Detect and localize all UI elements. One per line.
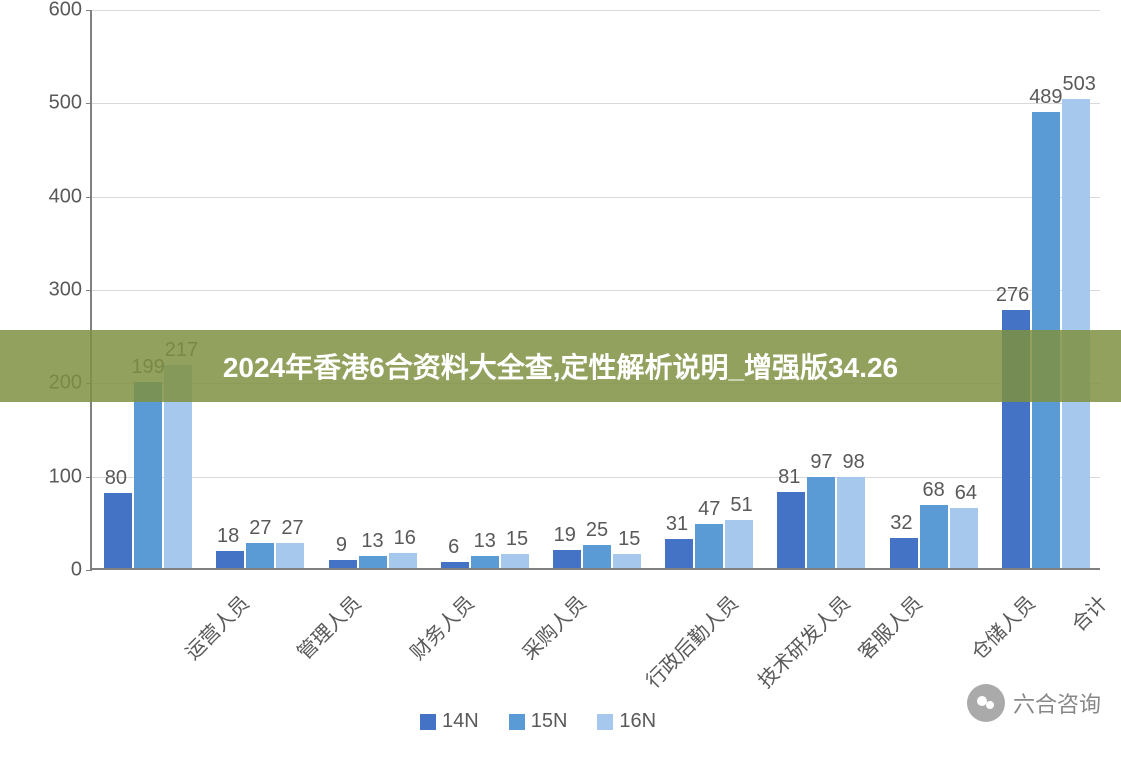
- bar: 199: [134, 382, 162, 568]
- y-tick-label: 400: [49, 185, 82, 208]
- y-tick-mark: [86, 477, 92, 478]
- x-category-label: 技术研发人员: [750, 588, 855, 693]
- gridline: [92, 477, 1100, 478]
- y-tick-mark: [86, 103, 92, 104]
- bar-value-label: 19: [554, 524, 576, 547]
- y-tick-mark: [86, 570, 92, 571]
- plot-area: 8019921718272791316613151925153147518197…: [90, 10, 1100, 570]
- x-category-label: 采购人员: [514, 588, 591, 665]
- bar: 9: [329, 560, 357, 568]
- bar: 81: [777, 492, 805, 568]
- bar-value-label: 80: [105, 467, 127, 490]
- bar-value-label: 6: [448, 536, 459, 559]
- gridline: [92, 10, 1100, 11]
- bar-value-label: 64: [955, 482, 977, 505]
- y-tick-label: 0: [71, 559, 82, 582]
- bar: 27: [276, 543, 304, 568]
- bar: 16: [389, 553, 417, 568]
- bar: 51: [725, 520, 753, 568]
- bar: 64: [950, 508, 978, 568]
- bar-value-label: 276: [996, 284, 1029, 307]
- bar-value-label: 98: [843, 451, 865, 474]
- legend-swatch: [597, 714, 613, 730]
- legend-item: 15N: [509, 710, 568, 733]
- bar-value-label: 68: [923, 479, 945, 502]
- overlay-text: 2024年香港6合资料大全查,定性解析说明_增强版34.26: [223, 346, 898, 386]
- legend-swatch: [420, 714, 436, 730]
- gridline: [92, 103, 1100, 104]
- bar-group: 326864: [890, 505, 978, 568]
- bar: 6: [441, 562, 469, 568]
- y-axis: 0100200300400500600: [40, 10, 90, 570]
- bar: 13: [359, 556, 387, 568]
- bar: 80: [104, 493, 132, 568]
- bar-value-label: 16: [394, 527, 416, 550]
- bar-value-label: 81: [778, 466, 800, 489]
- legend: 14N 15N 16N: [420, 710, 656, 733]
- bar-value-label: 27: [249, 517, 271, 540]
- bar-value-label: 51: [730, 494, 752, 517]
- bar: 15: [613, 554, 641, 568]
- bar: 18: [216, 551, 244, 568]
- watermark: 六合咨询: [967, 684, 1101, 722]
- y-tick-mark: [86, 290, 92, 291]
- legend-item: 16N: [597, 710, 656, 733]
- bar: 25: [583, 545, 611, 568]
- bar-value-label: 13: [474, 530, 496, 553]
- bar: 19: [553, 550, 581, 568]
- legend-label: 14N: [442, 710, 479, 733]
- bar-value-label: 47: [698, 498, 720, 521]
- bar-group: 91316: [329, 553, 417, 568]
- legend-label: 15N: [531, 710, 568, 733]
- y-tick-mark: [86, 10, 92, 11]
- bar-group: 182727: [216, 543, 304, 568]
- x-category-label: 仓储人员: [963, 588, 1040, 665]
- bar-value-label: 25: [586, 519, 608, 542]
- legend-swatch: [509, 714, 525, 730]
- bar: 31: [665, 539, 693, 568]
- bar-group: 192515: [553, 545, 641, 568]
- bar-value-label: 9: [336, 534, 347, 557]
- bar-value-label: 489: [1029, 86, 1062, 109]
- bar-group: 819798: [777, 477, 865, 568]
- y-tick-label: 300: [49, 279, 82, 302]
- bar-group: 314751: [665, 520, 753, 568]
- gridline: [92, 290, 1100, 291]
- x-category-label: 客服人员: [851, 588, 928, 665]
- overlay-banner: 2024年香港6合资料大全查,定性解析说明_增强版34.26: [0, 330, 1121, 402]
- y-tick-mark: [86, 197, 92, 198]
- bar: 15: [501, 554, 529, 568]
- y-tick-label: 100: [49, 465, 82, 488]
- bar-group: 61315: [441, 554, 529, 568]
- bar-value-label: 503: [1063, 73, 1096, 96]
- legend-label: 16N: [619, 710, 656, 733]
- watermark-text: 六合咨询: [1013, 687, 1101, 719]
- bar: 68: [920, 505, 948, 568]
- y-tick-label: 500: [49, 92, 82, 115]
- bar: 97: [807, 477, 835, 568]
- bar-value-label: 15: [506, 528, 528, 551]
- x-category-label: 财务人员: [402, 588, 479, 665]
- gridline: [92, 197, 1100, 198]
- x-category-label: 运营人员: [178, 588, 255, 665]
- x-category-label: 合计: [1064, 588, 1113, 637]
- y-tick-label: 600: [49, 0, 82, 22]
- bar: 98: [837, 477, 865, 568]
- bar-value-label: 18: [217, 525, 239, 548]
- bar-value-label: 32: [890, 512, 912, 535]
- wechat-icon: [967, 684, 1005, 722]
- bar: 13: [471, 556, 499, 568]
- bar: 27: [246, 543, 274, 568]
- bar-value-label: 27: [281, 517, 303, 540]
- x-category-label: 行政后勤人员: [638, 588, 743, 693]
- bar-value-label: 31: [666, 513, 688, 536]
- legend-item: 14N: [420, 710, 479, 733]
- bar-value-label: 15: [618, 528, 640, 551]
- x-category-label: 管理人员: [290, 588, 367, 665]
- bar: 32: [890, 538, 918, 568]
- bar-value-label: 13: [361, 530, 383, 553]
- bar: 47: [695, 524, 723, 568]
- bar-value-label: 97: [810, 451, 832, 474]
